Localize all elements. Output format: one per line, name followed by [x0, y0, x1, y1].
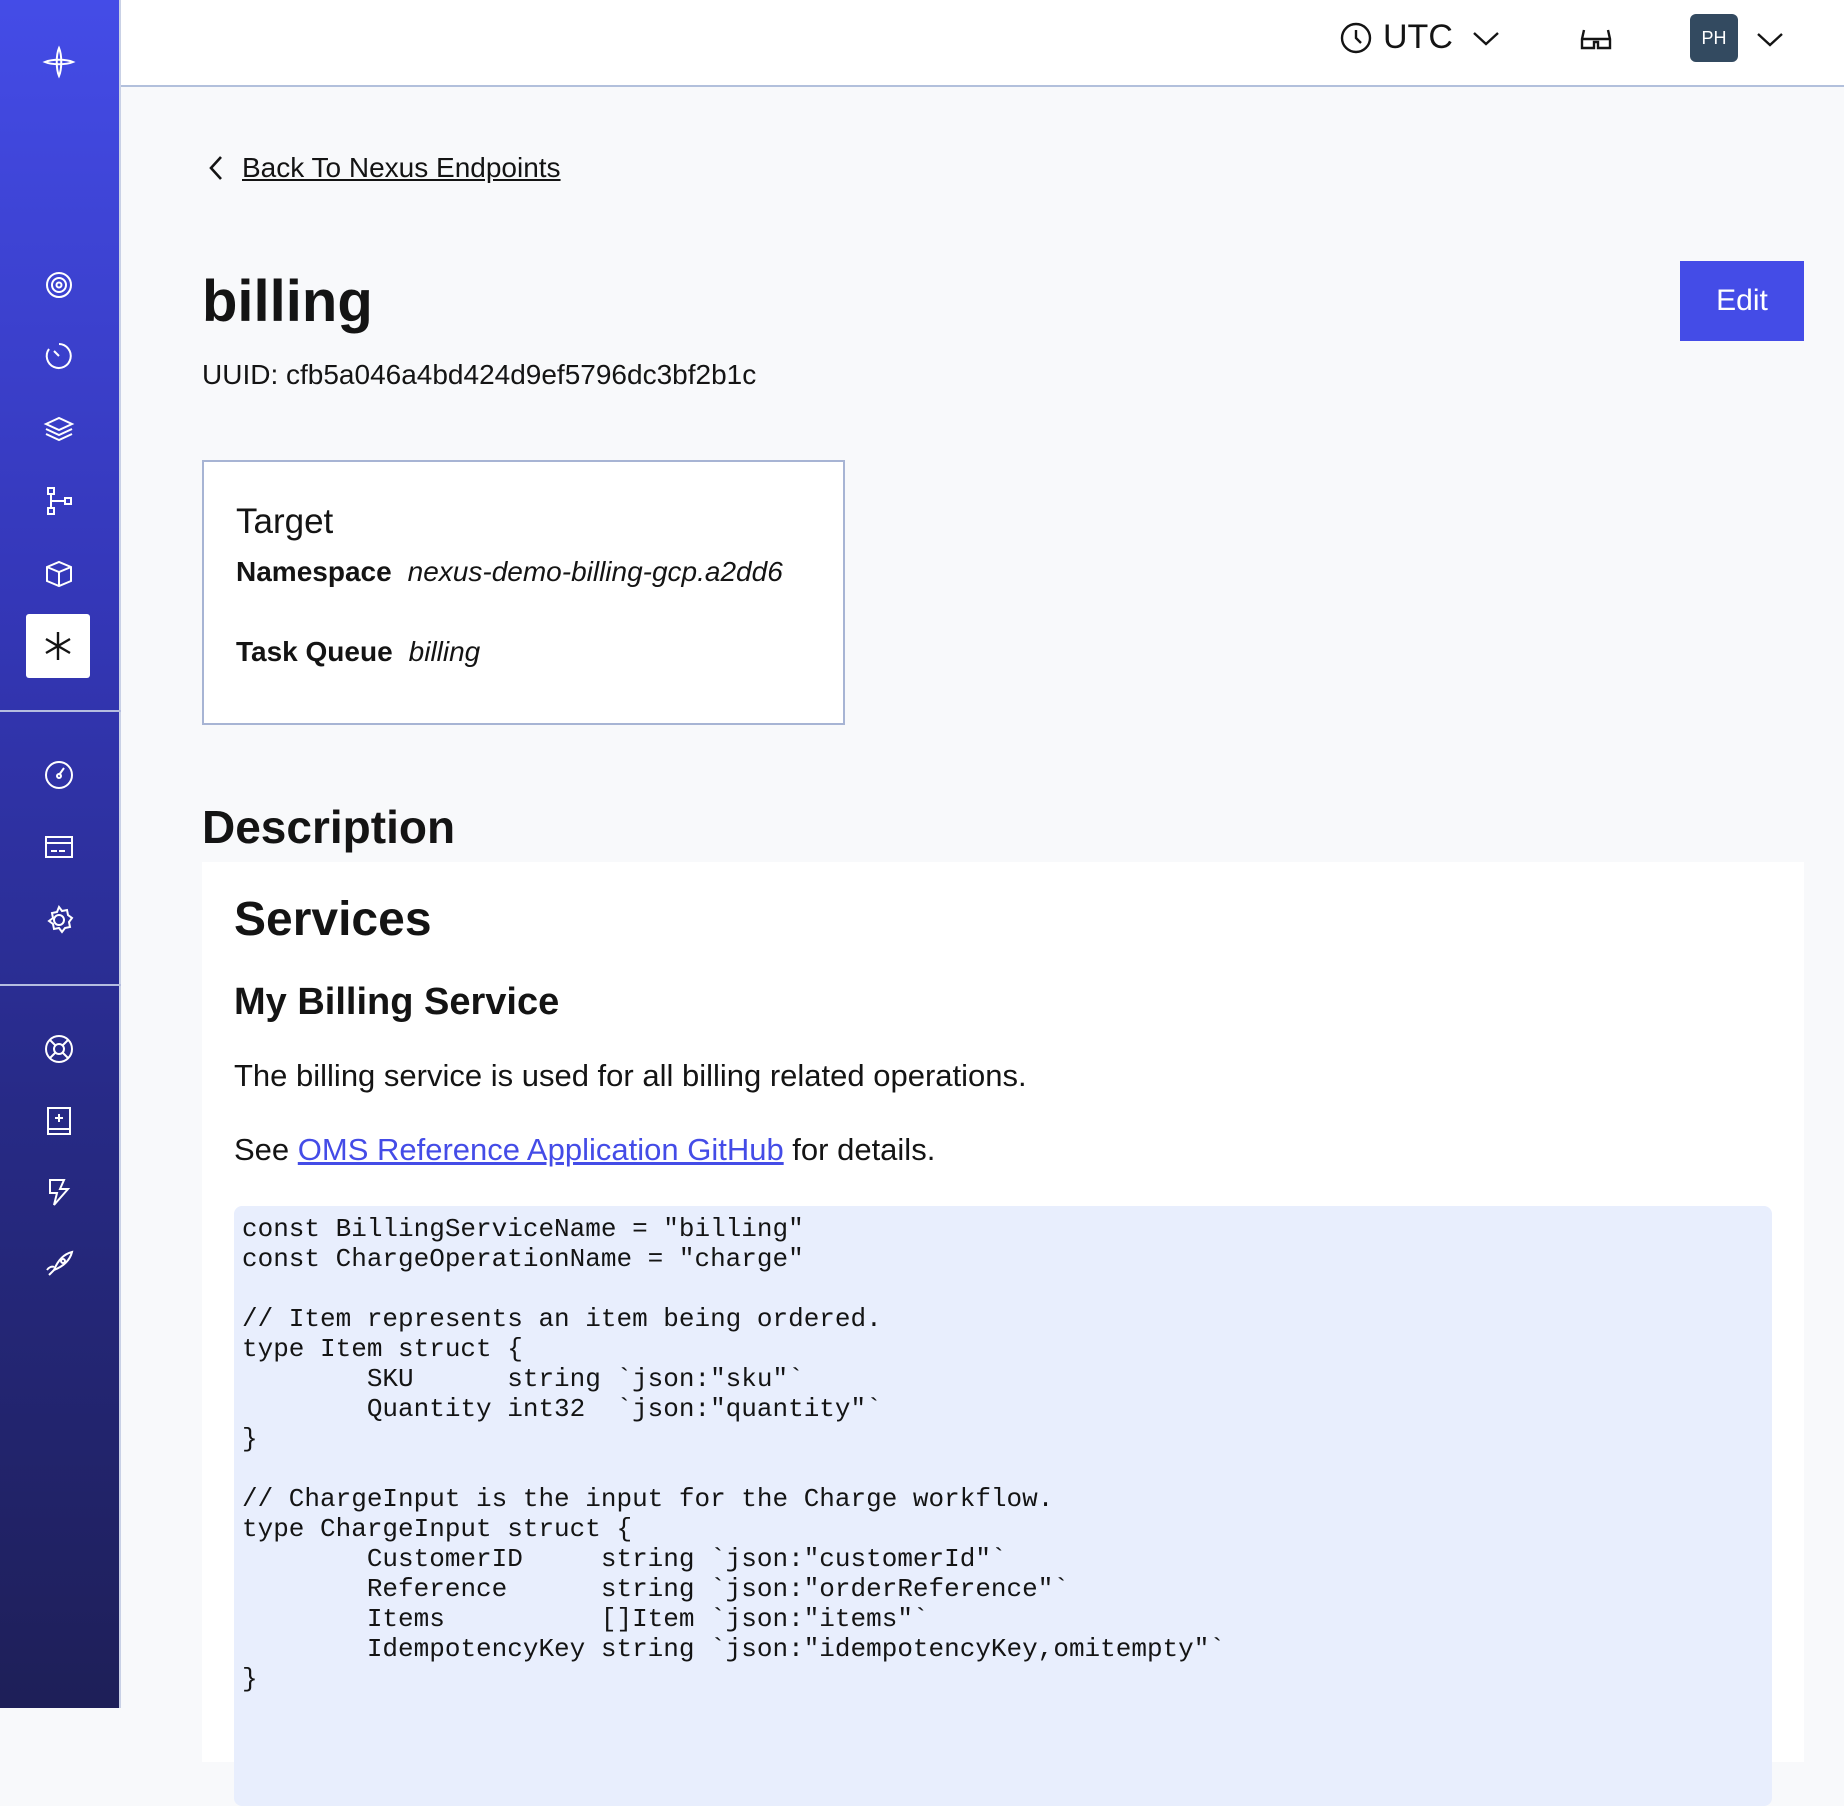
details-suffix: for details.: [783, 1132, 936, 1167]
code-block: const BillingServiceName = "billing" con…: [234, 1206, 1772, 1806]
archive-box-icon[interactable]: [42, 557, 76, 591]
avatar[interactable]: PH: [1690, 14, 1738, 62]
sidebar-item-nexus[interactable]: [26, 614, 90, 678]
services-heading: Services: [234, 893, 432, 946]
sidebar: [0, 0, 121, 1708]
sidebar-divider: [0, 710, 121, 712]
docs-icon[interactable]: [42, 1104, 76, 1138]
labs-mode-button[interactable]: [1578, 22, 1614, 56]
sidebar-divider: [0, 984, 121, 986]
endpoint-uuid: UUID: cfb5a046a4bd424d9ef5796dc3bf2b1c: [202, 359, 757, 390]
details-paragraph: See OMS Reference Application GitHub for…: [234, 1132, 1772, 1168]
task-queue-value: billing: [408, 636, 481, 667]
breadcrumb: Back To Nexus Endpoints: [206, 152, 561, 184]
glasses-icon: [1580, 29, 1612, 50]
description-heading: Description: [202, 801, 456, 853]
chevron-left-icon: [209, 156, 222, 180]
launch-icon[interactable]: [42, 1248, 76, 1282]
feedback-icon[interactable]: [42, 1175, 76, 1209]
nexus-flow-icon[interactable]: [42, 484, 76, 518]
nexus-icon: [45, 632, 71, 660]
chevron-down-icon: [1473, 31, 1499, 46]
chevron-down-icon: [1757, 33, 1783, 47]
target-card: Target Namespace nexus-demo-billing-gcp.…: [202, 460, 845, 725]
schedules-icon[interactable]: [42, 339, 76, 373]
service-name-heading: My Billing Service: [234, 981, 560, 1023]
edit-button[interactable]: Edit: [1680, 261, 1804, 341]
timezone-selector[interactable]: UTC: [1339, 18, 1503, 57]
details-prefix: See: [234, 1132, 298, 1167]
support-icon[interactable]: [42, 1032, 76, 1066]
settings-icon[interactable]: [42, 903, 76, 937]
target-heading: Target: [236, 502, 334, 541]
back-to-nexus-endpoints-link[interactable]: Back To Nexus Endpoints: [242, 152, 561, 183]
description-content: Services My Billing Service The billing …: [202, 862, 1804, 1806]
user-menu-chevron[interactable]: [1753, 22, 1787, 56]
logo-icon[interactable]: [42, 45, 76, 79]
workflows-icon[interactable]: [42, 268, 76, 302]
namespaces-icon[interactable]: [42, 412, 76, 446]
namespace-link[interactable]: nexus-demo-billing-gcp.a2dd6: [407, 556, 783, 587]
page-title: billing: [202, 269, 373, 334]
timezone-label: UTC: [1383, 18, 1453, 56]
top-header: UTC PH: [121, 0, 1844, 87]
billing-icon[interactable]: [42, 830, 76, 864]
service-description: The billing service is used for all bill…: [234, 1058, 1027, 1093]
task-queue-label: Task Queue: [236, 636, 393, 667]
namespace-label: Namespace: [236, 556, 392, 587]
clock-icon: [1340, 22, 1372, 53]
oms-github-link[interactable]: OMS Reference Application GitHub: [297, 1132, 784, 1167]
usage-icon[interactable]: [42, 758, 76, 792]
